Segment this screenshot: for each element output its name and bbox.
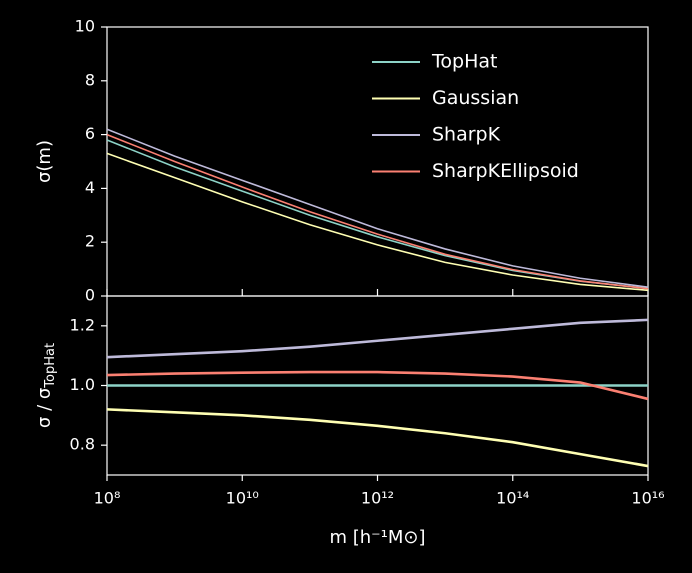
y-tick-label: 0: [85, 286, 95, 305]
y-tick-label: 0.8: [70, 435, 95, 454]
y-tick-label: 8: [85, 70, 95, 89]
legend-label: SharpKEllipsoid: [432, 160, 579, 182]
series-line: [106, 318, 649, 359]
x-tick-label: 10⁸: [94, 489, 121, 508]
legend-label: Gaussian: [432, 87, 519, 109]
series-line: [106, 133, 649, 290]
series-line: [106, 408, 649, 468]
x-tick-label: 10¹⁴: [496, 489, 529, 508]
y-tick-label: 6: [85, 124, 95, 143]
y-tick-label: 4: [85, 178, 95, 197]
series-line: [106, 152, 649, 292]
x-tick-label: 10¹⁶: [631, 489, 664, 508]
y-tick-label: 1.0: [70, 375, 95, 394]
x-axis-label: m [h⁻¹M⊙]: [329, 527, 425, 548]
legend-label: SharpK: [432, 124, 501, 146]
y-axis-label: σ(m): [34, 140, 55, 183]
y-axis-label-main: σ / σ: [34, 388, 55, 428]
y-axis-label: σ / σTopHat: [34, 343, 58, 428]
y-tick-label: 2: [85, 232, 95, 251]
series-line: [106, 128, 649, 288]
y-tick-label: 1.2: [70, 315, 95, 334]
y-axis-label-main: σ(m): [34, 140, 55, 183]
legend-label: TopHat: [431, 51, 497, 73]
y-axis-label-sub: TopHat: [43, 343, 58, 389]
x-tick-label: 10¹⁰: [226, 489, 259, 508]
series-line: [106, 370, 649, 401]
y-tick-label: 10: [75, 17, 95, 36]
x-tick-label: 10¹²: [361, 489, 394, 508]
